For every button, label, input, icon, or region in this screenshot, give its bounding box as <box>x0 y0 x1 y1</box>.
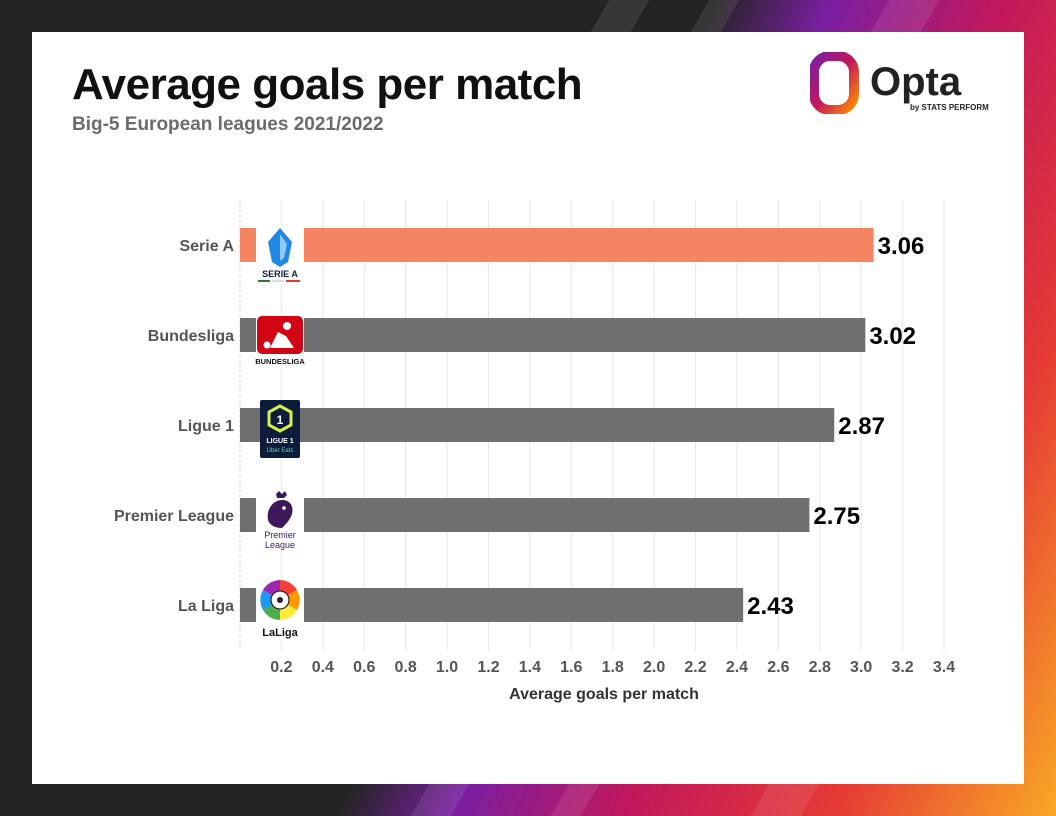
value-label: 3.02 <box>869 323 916 350</box>
x-axis-title: Average goals per match <box>509 686 699 703</box>
category-label: Serie A <box>179 238 234 255</box>
x-tick-label: 2.2 <box>684 659 706 676</box>
x-tick-label: 0.4 <box>312 659 334 676</box>
bar <box>240 318 866 352</box>
value-label: 2.87 <box>838 413 885 440</box>
premier-league-logo-text: Premier <box>264 530 296 540</box>
premier-league-logo: Premier League <box>256 490 304 550</box>
opta-wordmark: Opta <box>870 60 962 104</box>
chart-subtitle: Big-5 European leagues 2021/2022 <box>72 114 384 135</box>
chart-labels: 0.2 0.4 0.6 0.8 1.0 1.2 1.4 1.6 1.8 2.0 2.2 2.4 2.6 2… <box>114 233 955 676</box>
bar <box>240 408 835 442</box>
x-tick-label: 0.2 <box>270 659 292 676</box>
x-tick-label: 2.4 <box>726 659 748 676</box>
x-tick-label: 3.4 <box>933 659 955 676</box>
x-tick-label: 3.2 <box>891 659 913 676</box>
x-tick-label: 1.4 <box>519 659 541 676</box>
value-label: 3.06 <box>878 233 925 260</box>
category-label: La Liga <box>178 598 234 615</box>
x-tick-label: 1.6 <box>560 659 582 676</box>
opta-tagline: by STATS PERFORM <box>910 103 989 112</box>
bundesliga-logo-text: BUNDESLIGA <box>255 357 305 366</box>
chart-bars <box>240 228 874 622</box>
chart-league-logos: SERIE A BUNDESLIGA 1 LIGUE 1 Uber Ea <box>255 225 305 640</box>
bar <box>240 588 744 622</box>
x-tick-label: 3.0 <box>850 659 872 676</box>
premier-league-logo-subtext: League <box>265 540 295 550</box>
category-label: Ligue 1 <box>178 418 234 435</box>
ligue-1-logo-text: LIGUE 1 <box>266 438 293 445</box>
laliga-logo: LaLiga <box>256 578 304 640</box>
category-label: Premier League <box>114 508 234 525</box>
bar <box>240 498 810 532</box>
opta-logo: Opta by STATS PERFORM <box>809 51 990 116</box>
laliga-logo-text: LaLiga <box>262 627 298 639</box>
ligue-1-logo-subtext: Uber Eats <box>267 448 294 454</box>
bundesliga-logo: BUNDESLIGA <box>255 314 305 368</box>
x-tick-label: 1.0 <box>436 659 458 676</box>
opta-o-icon <box>809 51 859 115</box>
serie-a-logo-text: SERIE A <box>262 269 298 279</box>
svg-text:1: 1 <box>277 413 284 427</box>
value-label: 2.75 <box>813 503 860 530</box>
serie-a-logo: SERIE A <box>256 225 304 285</box>
category-label: Bundesliga <box>148 328 234 345</box>
chart-title: Average goals per match <box>72 60 583 109</box>
x-tick-label: 0.8 <box>395 659 417 676</box>
x-tick-label: 1.2 <box>477 659 499 676</box>
x-tick-label: 1.8 <box>602 659 624 676</box>
chart-card: Average goals per match Big-5 European l… <box>32 32 1024 784</box>
bar <box>240 228 874 262</box>
x-tick-label: 2.8 <box>809 659 831 676</box>
x-tick-label: 2.6 <box>767 659 789 676</box>
x-tick-label: 2.0 <box>643 659 665 676</box>
value-label: 2.43 <box>747 593 794 620</box>
ligue-1-logo: 1 LIGUE 1 Uber Eats <box>260 400 300 458</box>
bar-chart: SERIE A BUNDESLIGA 1 LIGUE 1 Uber Ea <box>114 200 955 703</box>
x-tick-label: 0.6 <box>353 659 375 676</box>
